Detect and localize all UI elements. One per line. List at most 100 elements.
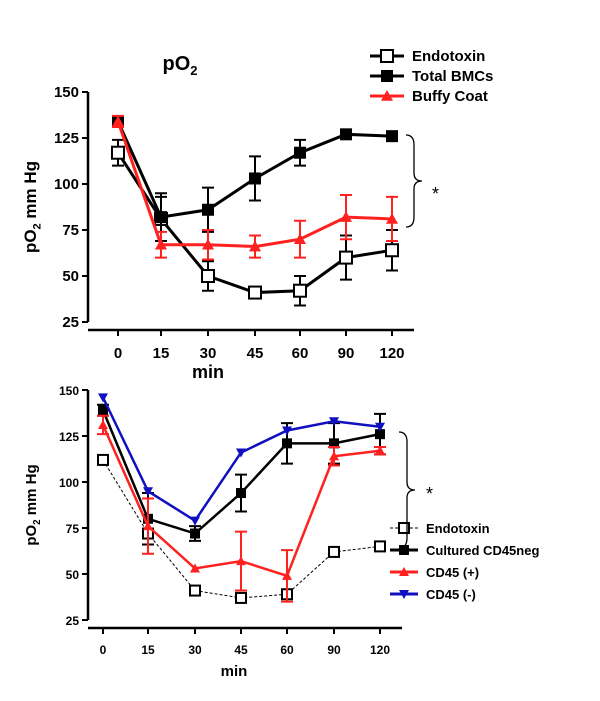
data-point [202, 203, 214, 216]
legend-label: Total BMCs [412, 68, 493, 85]
x-tick-label: 90 [338, 345, 355, 362]
y-axis-label: pO2 mm Hg [23, 464, 43, 545]
data-point [386, 130, 398, 143]
x-tick-label: 0 [114, 345, 122, 362]
data-point [155, 211, 167, 224]
data-point [201, 269, 215, 283]
data-point [329, 438, 339, 449]
data-point [340, 211, 352, 222]
data-point [328, 545, 340, 558]
y-tick-label: 150 [54, 84, 79, 101]
legend-item: Buffy Coat [370, 88, 488, 105]
legend-label: Cultured CD45neg [426, 543, 539, 558]
legend-marker [381, 70, 393, 82]
x-tick-label: 90 [327, 643, 341, 657]
x-tick-label: 120 [370, 643, 390, 657]
legend-label: CD45 (+) [426, 565, 479, 580]
y-tick-label: 150 [59, 384, 79, 398]
data-point [329, 417, 339, 427]
significance-star: * [432, 184, 439, 204]
data-point [294, 233, 306, 244]
legend-marker [381, 90, 393, 101]
data-point [249, 172, 261, 185]
significance-brace [398, 431, 416, 549]
y-axis-label: pO2 mm Hg [21, 161, 43, 253]
y-tick-label: 75 [66, 522, 80, 536]
data-point [202, 238, 214, 250]
y-tick-label: 50 [62, 268, 79, 285]
data-point [143, 521, 153, 531]
y-tick-label: 75 [62, 222, 79, 239]
series-buffy-coat [112, 114, 398, 261]
legend-marker [380, 49, 394, 63]
legend-label: CD45 (-) [426, 587, 476, 602]
legend-label: Buffy Coat [412, 88, 488, 105]
y-tick-label: 100 [59, 476, 79, 490]
y-tick-label: 125 [59, 430, 79, 444]
data-point [340, 128, 352, 141]
data-point [98, 393, 108, 403]
data-point [190, 516, 200, 526]
legend-label: Endotoxin [412, 48, 485, 65]
data-point [282, 426, 292, 436]
legend-item: Endotoxin [390, 521, 490, 536]
x-tick-label: 0 [100, 643, 107, 657]
data-point [282, 438, 292, 449]
data-point [155, 238, 167, 250]
data-point [293, 283, 307, 298]
legend-item: CD45 (-) [390, 587, 476, 602]
data-point [111, 145, 125, 160]
x-tick-label: 45 [234, 643, 248, 657]
x-tick-label: 15 [141, 643, 155, 657]
data-point [189, 584, 201, 597]
data-point [375, 429, 385, 440]
data-point [375, 445, 385, 455]
x-tick-label: 45 [247, 345, 264, 362]
series-cd45- [97, 414, 386, 603]
data-point [339, 250, 353, 265]
data-point [235, 591, 247, 604]
legend-marker [398, 522, 410, 534]
y-tick-label: 100 [54, 176, 79, 193]
legend-marker [399, 590, 409, 599]
data-point [248, 285, 262, 300]
data-point [249, 240, 261, 252]
legend-marker [399, 567, 409, 576]
y-tick-label: 25 [62, 314, 79, 331]
data-point [294, 146, 306, 159]
data-point [236, 488, 246, 499]
data-point [98, 405, 108, 416]
data-point [98, 419, 108, 429]
x-tick-label: 30 [200, 345, 217, 362]
data-point [190, 563, 200, 573]
chart-1: 25 50 75 100 125 150 0 15 30 45 60 90 120 min Endotoxi… [54, 48, 493, 382]
data-point [236, 556, 246, 566]
legend-item: CD45 (+) [390, 565, 479, 580]
x-axis-label: min [221, 663, 248, 680]
legend-item: Total BMCs [370, 68, 493, 85]
chart-title: pO2 [162, 53, 197, 78]
legend-marker [399, 545, 409, 555]
y-tick-label: 50 [66, 568, 80, 582]
data-point [386, 212, 398, 224]
y-tick-label: 25 [66, 614, 80, 628]
x-tick-label: 120 [379, 345, 404, 362]
significance-brace [405, 134, 423, 228]
data-point [190, 528, 200, 539]
significance-star: * [426, 484, 433, 504]
data-point [374, 540, 386, 553]
data-point [385, 243, 399, 258]
series-cd45- [98, 393, 385, 526]
legend-item: Endotoxin [370, 48, 485, 65]
data-point [112, 115, 124, 127]
x-axis-label: min [192, 362, 224, 382]
x-tick-label: 15 [153, 345, 170, 362]
chart-2: 25 50 75 100 125 150 0 15 30 45 60 90 120 min Endotoxi… [59, 384, 539, 680]
legend-item: Cultured CD45neg [390, 543, 539, 558]
x-tick-label: 60 [292, 345, 309, 362]
x-tick-label: 30 [188, 643, 202, 657]
x-tick-label: 60 [280, 643, 294, 657]
data-point [143, 487, 153, 497]
y-tick-label: 125 [54, 130, 79, 147]
